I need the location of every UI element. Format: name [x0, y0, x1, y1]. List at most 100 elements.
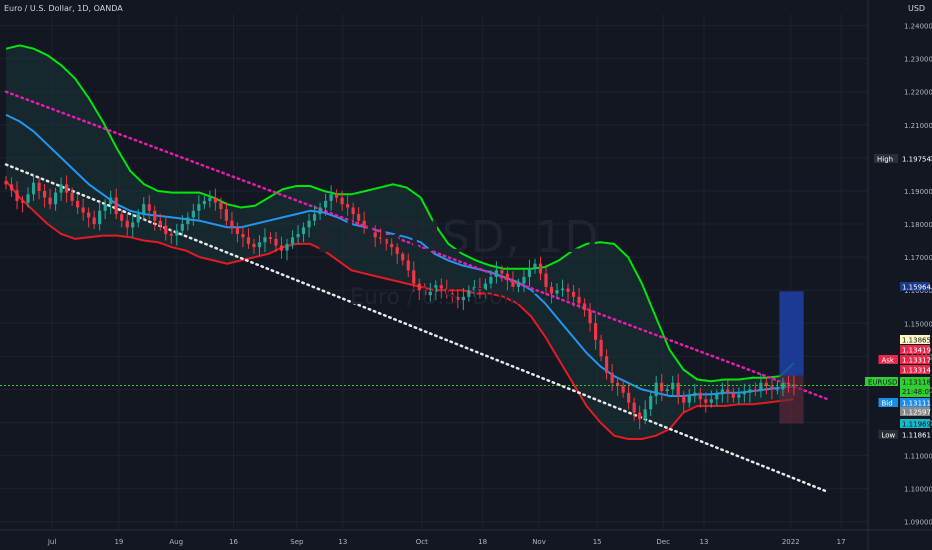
- candle-body: [726, 389, 730, 393]
- candle-body: [48, 197, 52, 205]
- y-tick-label: 1.11000: [904, 453, 932, 461]
- middle-band-line: [5, 113, 795, 397]
- candle-body: [693, 392, 697, 397]
- candle-body: [682, 396, 686, 403]
- currency-label: USD: [908, 4, 926, 13]
- candle-body: [786, 382, 791, 385]
- price-tag-label: Ask: [882, 357, 895, 365]
- y-tick-label: 1.23000: [904, 56, 932, 64]
- candle-body: [671, 382, 675, 390]
- price-tag-label: EURUSD: [868, 379, 897, 387]
- candle-body: [312, 214, 317, 221]
- candle-body: [246, 237, 251, 244]
- candle-body: [775, 389, 780, 391]
- candle-body: [753, 389, 757, 392]
- candle-body: [412, 270, 416, 284]
- candle-body: [500, 270, 504, 274]
- candle-body: [158, 220, 162, 226]
- x-tick-label: 17: [837, 538, 846, 546]
- price-tag-box: [874, 154, 898, 163]
- candle-body: [186, 217, 190, 225]
- candle-body: [15, 190, 19, 201]
- candle-body: [638, 412, 642, 420]
- price-tag-box: [878, 430, 898, 439]
- candle-body: [164, 225, 168, 234]
- candle-body: [450, 293, 454, 297]
- price-tag-label: Bid: [882, 400, 893, 408]
- candle-body: [59, 184, 63, 193]
- candle-body: [511, 280, 515, 287]
- price-tag-box: [878, 355, 898, 364]
- candle-body: [533, 263, 537, 269]
- candle-body: [467, 290, 471, 297]
- candle-body: [401, 253, 405, 261]
- candle-body: [423, 290, 427, 296]
- candlesticks: [4, 173, 796, 430]
- candle-body: [566, 288, 570, 292]
- candle-body: [230, 220, 234, 228]
- price-label-box: [900, 154, 930, 163]
- candle-body: [285, 243, 289, 251]
- price-tag-label: High: [877, 156, 893, 164]
- candle-body: [346, 204, 350, 208]
- candle-body: [20, 200, 25, 203]
- candle-body: [340, 197, 344, 205]
- candle-body: [263, 237, 267, 243]
- candle-body: [224, 209, 229, 221]
- candle-body: [505, 273, 510, 281]
- candle-body: [472, 286, 476, 291]
- candle-body: [147, 204, 151, 211]
- price-label-box: [900, 282, 930, 291]
- candle-body: [197, 204, 201, 211]
- candle-body: [268, 237, 273, 239]
- candle-body: [610, 372, 614, 383]
- candle-body: [357, 214, 361, 221]
- candle-body: [417, 283, 421, 291]
- candle-body: [742, 392, 746, 395]
- candle-body: [660, 382, 664, 392]
- candle-body: [87, 212, 91, 218]
- candle-body: [687, 396, 691, 403]
- candle-body: [676, 382, 680, 397]
- price-label-value: 1.12597: [902, 409, 931, 417]
- candle-body: [704, 399, 708, 403]
- candle-body: [621, 386, 625, 393]
- candle-body: [649, 396, 653, 410]
- price-label-value: 1.13118: [902, 379, 931, 387]
- y-tick-label: 1.22000: [904, 89, 932, 97]
- candle-body: [764, 382, 769, 387]
- candle-body: [384, 238, 388, 244]
- candle-body: [395, 247, 399, 254]
- price-label-box: [900, 335, 930, 344]
- candle-body: [53, 192, 58, 205]
- candle-body: [169, 233, 173, 236]
- candle-body: [605, 356, 609, 373]
- candle-body: [373, 232, 377, 238]
- candle-body: [307, 220, 311, 228]
- symbol-header: Euro / U.S. Dollar, 1D, OANDA: [4, 4, 123, 13]
- price-labels: 1.19754 High 1.15964 1.13865 1.13419 1.13317 A…: [865, 154, 932, 440]
- candle-body: [478, 286, 482, 291]
- candle-body: [715, 394, 719, 400]
- candle-body: [329, 194, 333, 201]
- candle-body: [335, 194, 339, 198]
- watermark-name: Euro / U.S. Dollar: [350, 285, 538, 310]
- x-tick-label: 15: [593, 538, 602, 546]
- candle-body: [31, 182, 36, 195]
- y-tick-label: 1.15000: [904, 320, 932, 328]
- x-tick-label: 13: [338, 538, 347, 546]
- candle-body: [362, 220, 366, 228]
- price-label-value: 1.13314: [902, 367, 931, 375]
- candle-body: [654, 382, 658, 397]
- price-label-box: [900, 407, 930, 416]
- candle-body: [323, 200, 328, 208]
- candle-body: [213, 197, 217, 203]
- candle-body: [489, 276, 493, 284]
- candle-body: [301, 227, 306, 234]
- candle-body: [390, 243, 394, 248]
- trendlines: [4, 90, 830, 494]
- position-target-zone: [779, 291, 804, 376]
- watermark-symbol: EURUSD, 1D: [315, 212, 600, 263]
- candle-body: [70, 192, 74, 201]
